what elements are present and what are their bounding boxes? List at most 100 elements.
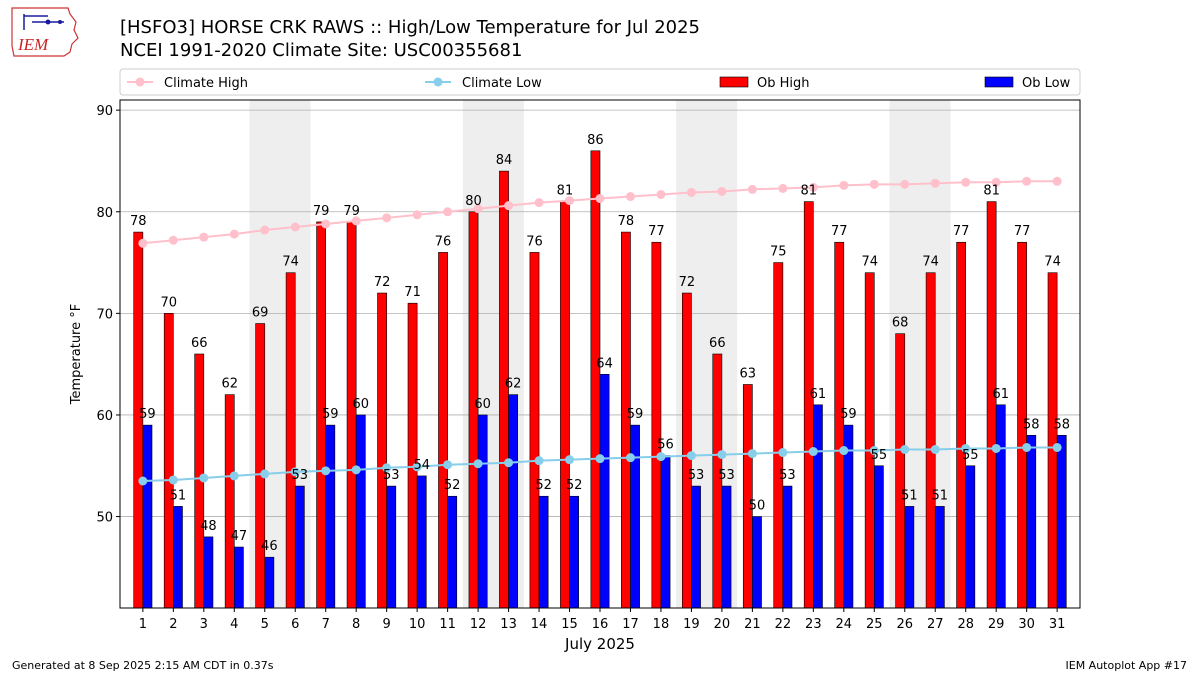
- climate-low-point-21: [747, 449, 757, 459]
- ob-low-bar-21: [752, 516, 762, 609]
- climate-high-point-2: [168, 235, 178, 245]
- ob-low-label-13: 62: [505, 377, 522, 392]
- chart-subtitle: NCEI 1991-2020 Climate Site: USC00355681: [120, 40, 523, 61]
- ob-high-bar-21: [742, 384, 753, 609]
- x-tick-label-24: 24: [836, 617, 853, 632]
- ob-high-bar-24: [834, 241, 845, 609]
- ob-high-bar-6: [285, 272, 296, 609]
- ob-high-label-23: 81: [800, 184, 817, 199]
- legend-label-ob-low: Ob Low: [1022, 76, 1071, 91]
- climate-low-point-22: [778, 448, 788, 458]
- climate-high-point-6: [290, 222, 300, 232]
- climate-high-point-3: [199, 232, 209, 242]
- ob-high-label-14: 76: [526, 234, 543, 249]
- ob-high-label-26: 68: [892, 316, 909, 331]
- legend: Climate High Climate Low Ob High Ob Low: [119, 68, 1081, 96]
- x-tick-label-13: 13: [500, 617, 517, 632]
- ob-low-label-14: 52: [535, 478, 552, 493]
- ob-low-bar-11: [447, 495, 458, 609]
- x-tick-label-27: 27: [927, 617, 944, 632]
- ob-high-label-30: 77: [1014, 224, 1031, 239]
- ob-high-label-21: 63: [740, 366, 757, 381]
- x-tick-label-10: 10: [409, 617, 426, 632]
- ob-high-label-5: 69: [252, 306, 269, 321]
- ob-high-label-29: 81: [983, 184, 1000, 199]
- climate-low-point-2: [168, 475, 178, 485]
- ob-low-bar-18: [660, 455, 671, 609]
- y-tick-label-50: 50: [96, 511, 113, 526]
- legend-marker-climate-low: [433, 77, 443, 87]
- ob-high-label-6: 74: [282, 255, 299, 270]
- ob-high-label-4: 62: [221, 377, 238, 392]
- y-tick-label-80: 80: [96, 206, 113, 221]
- ob-low-bar-9: [386, 485, 397, 609]
- climate-high-point-12: [473, 204, 483, 214]
- ob-low-label-18: 56: [657, 438, 674, 453]
- ob-low-label-19: 53: [688, 468, 705, 483]
- ob-low-bar-15: [569, 495, 579, 609]
- climate-lines: [138, 176, 1062, 486]
- ob-low-bar-17: [630, 424, 640, 609]
- climate-low-point-23: [808, 447, 818, 457]
- climate-low-point-14: [534, 456, 544, 466]
- ob-low-bar-16: [599, 374, 610, 609]
- ob-high-bar-15: [560, 201, 570, 609]
- ob-high-label-13: 84: [496, 153, 513, 168]
- ob-high-label-11: 76: [435, 234, 452, 249]
- climate-high-point-5: [260, 225, 270, 235]
- ob-low-label-31: 58: [1053, 417, 1070, 432]
- x-tick-label-12: 12: [470, 617, 487, 632]
- climate-high-point-31: [1052, 176, 1062, 186]
- ob-low-bar-31: [1056, 434, 1067, 609]
- ob-low-bar-2: [173, 506, 183, 609]
- ob-low-label-17: 59: [627, 407, 644, 422]
- climate-high-point-8: [351, 216, 361, 226]
- climate-low-point-16: [595, 454, 605, 464]
- ob-low-bar-26: [904, 506, 915, 609]
- ob-low-label-24: 59: [840, 407, 857, 422]
- x-tick-label-31: 31: [1049, 617, 1066, 632]
- ob-low-bar-12: [477, 414, 488, 609]
- ob-low-label-30: 58: [1023, 417, 1040, 432]
- ob-low-label-28: 55: [962, 448, 979, 463]
- ob-low-bar-23: [813, 404, 823, 609]
- climate-low-point-26: [900, 445, 910, 455]
- legend-swatch-ob-high: [719, 76, 749, 88]
- ob-high-label-27: 74: [922, 255, 939, 270]
- ob-high-label-16: 86: [587, 133, 604, 148]
- x-tick-label-21: 21: [744, 617, 761, 632]
- ob-high-bar-29: [986, 201, 997, 609]
- climate-low-point-19: [686, 451, 696, 461]
- climate-low-point-4: [229, 471, 239, 481]
- climate-high-point-14: [534, 198, 544, 208]
- ob-high-label-10: 71: [404, 285, 421, 300]
- iem-logo: IEM: [11, 7, 79, 57]
- x-axis-label: July 2025: [564, 635, 635, 653]
- ob-high-label-9: 72: [374, 275, 391, 290]
- x-tick-label-30: 30: [1018, 617, 1035, 632]
- ob-low-label-29: 61: [992, 387, 1009, 402]
- ob-high-bar-10: [407, 302, 418, 609]
- y-tick-label-60: 60: [96, 409, 113, 424]
- ob-high-bar-26: [895, 333, 906, 609]
- ob-high-bar-9: [377, 292, 387, 609]
- ob-low-label-23: 61: [810, 387, 827, 402]
- ob-high-label-28: 77: [953, 224, 970, 239]
- ob-high-label-15: 81: [557, 184, 574, 199]
- climate-low-point-31: [1052, 442, 1062, 452]
- ob-high-label-18: 77: [648, 224, 665, 239]
- ob-high-bar-31: [1047, 272, 1058, 609]
- ob-low-label-21: 50: [749, 499, 766, 514]
- ob-low-bar-25: [873, 465, 884, 609]
- legend-label-ob-high: Ob High: [757, 76, 810, 91]
- climate-high-point-29: [991, 177, 1001, 187]
- ob-high-label-2: 70: [160, 295, 177, 310]
- ob-high-label-20: 66: [709, 336, 726, 351]
- ob-low-bar-1: [142, 424, 153, 609]
- ob-low-label-2: 51: [170, 488, 187, 503]
- climate-high-point-22: [778, 183, 788, 193]
- ob-high-bar-5: [255, 323, 266, 609]
- ob-high-label-22: 75: [770, 245, 787, 260]
- climate-low-point-13: [504, 458, 514, 468]
